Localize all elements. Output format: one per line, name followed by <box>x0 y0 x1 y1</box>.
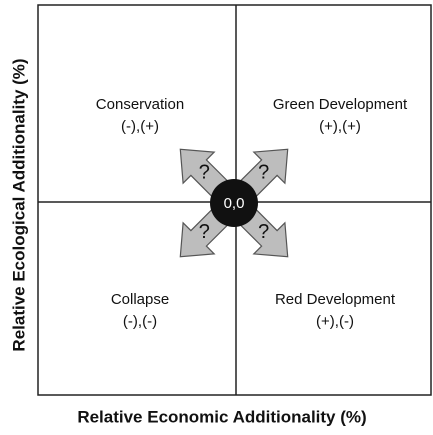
quadrant-signs: (+),(+) <box>319 118 361 135</box>
quadrant-signs: (-),(-) <box>123 313 157 330</box>
quadrant-name: Collapse <box>111 291 169 308</box>
arrow-question: ? <box>258 162 269 184</box>
arrow-question: ? <box>199 221 210 243</box>
origin-label: 0,0 <box>224 195 245 212</box>
quadrant-signs: (+),(-) <box>316 313 354 330</box>
arrow-question: ? <box>199 162 210 184</box>
quadrant-signs: (-),(+) <box>121 118 159 135</box>
y-axis-label: Relative Ecological Additionality (%) <box>9 58 28 351</box>
arrow-question: ? <box>258 221 269 243</box>
quadrant-name: Green Development <box>273 96 408 113</box>
origin-circle <box>210 179 258 227</box>
x-axis-label: Relative Economic Additionality (%) <box>77 407 366 426</box>
quadrant-name: Red Development <box>275 291 396 308</box>
quadrant-name: Conservation <box>96 96 184 113</box>
